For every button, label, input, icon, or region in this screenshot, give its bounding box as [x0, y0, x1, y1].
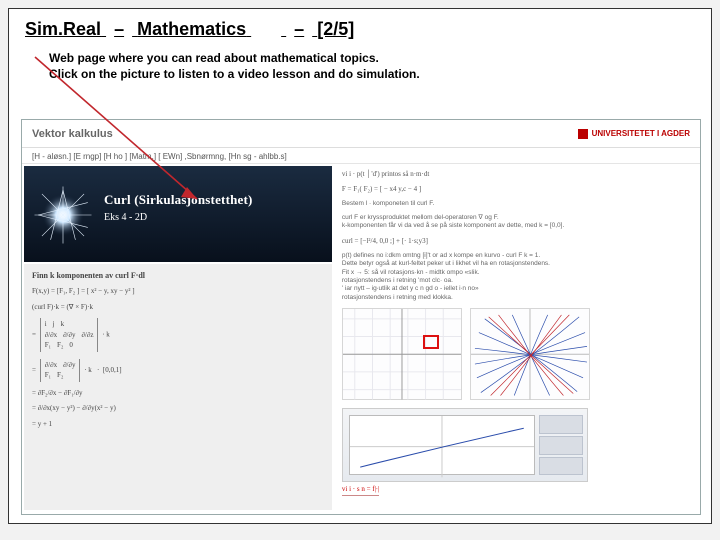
university-logo: UNIVERSITETET I AGDER	[578, 129, 690, 139]
formula-header: Finn k komponenten av curl F⋅dl	[32, 270, 324, 282]
sim-control-slot[interactable]	[539, 415, 583, 434]
desc-line: Click on the picture to listen to a vide…	[49, 66, 671, 82]
paragraph: curl F er kryssproduktet mellom del-oper…	[342, 214, 692, 231]
breadcrumb[interactable]: [H - aløsn.] [E rngp] [H ho ] [Matm.] [ …	[22, 148, 700, 164]
video-thumbnail[interactable]: Curl (Sirkulasjonstetthet) Eks 4 - 2D	[24, 166, 332, 262]
sim-control-slot[interactable]	[539, 436, 583, 455]
slide-title: Sim.Real – Mathematics – [2/5]	[9, 9, 711, 44]
plot-field-lines[interactable]	[470, 308, 590, 400]
sim-control-slot[interactable]	[539, 457, 583, 476]
formula-line: (curl F)·k = (∇ × F)·k	[32, 302, 324, 313]
dash: –	[106, 19, 132, 39]
slide-frame: Sim.Real – Mathematics – [2/5] Web page …	[8, 8, 712, 524]
dash: –	[286, 19, 312, 39]
sim-caption: vi i · s n = f|∙|	[342, 485, 379, 496]
formula-line: = ∂F₂/∂x − ∂F₁/∂y	[32, 388, 324, 399]
desc-line: Web page where you can read about mathem…	[49, 50, 671, 66]
simulation-widget[interactable]	[342, 408, 588, 482]
video-title: Curl (Sirkulasjonstetthet)	[104, 192, 253, 208]
formula-matrix: = ijk ∂/∂x∂/∂y∂/∂z F₁F₂0 · k	[32, 317, 324, 353]
formula-line: = ∂/∂x(xy − y²) − ∂/∂y(x² − y)	[32, 403, 324, 414]
page-title: Vektor kalkulus	[32, 128, 113, 140]
equation: F = F₁( F₂) = [ − x4 y,c − 4 ]	[342, 185, 692, 195]
title-suffix: [2/5]	[317, 19, 354, 39]
equation: curl = [−l²/4, 0,0 ;] + [· 1·s;y3]	[342, 237, 692, 247]
logo-mark-icon	[578, 129, 588, 139]
title-prefix: Sim.Real	[25, 19, 101, 39]
equation: vi i · p(t │'d') printos så n·m·dt	[342, 170, 692, 180]
formula-line: F(x,y) = [F₁, F₂ ] = [ x² − y, xy − y² ]	[32, 286, 324, 297]
star-icon	[32, 184, 94, 246]
paragraph: Bestem l · komponeten til curl F.	[342, 200, 692, 208]
title-mid: Mathematics	[137, 19, 246, 39]
plot-row	[342, 308, 692, 400]
plot-vector-field[interactable]	[342, 308, 462, 400]
page-body: Curl (Sirkulasjonstetthet) Eks 4 - 2D Fi…	[22, 164, 700, 512]
formula-matrix: = ∂/∂x∂/∂y F₁F₂ · k · [0,0,1]	[32, 358, 324, 383]
right-column: vi i · p(t │'d') printos så n·m·dt F = F…	[334, 164, 700, 512]
formula-line: = y + 1	[32, 419, 324, 430]
formula-panel: Finn k komponenten av curl F⋅dl F(x,y) =…	[24, 264, 332, 510]
video-subtitle: Eks 4 - 2D	[104, 212, 147, 223]
left-column: Curl (Sirkulasjonstetthet) Eks 4 - 2D Fi…	[22, 164, 334, 512]
embedded-webpage[interactable]: Vektor kalkulus UNIVERSITETET I AGDER [H…	[21, 119, 701, 515]
university-name: UNIVERSITETET I AGDER	[592, 129, 690, 138]
paragraph: p(t) defines no i:dkm omtng [i]'t or ad …	[342, 252, 692, 303]
page-header: Vektor kalkulus UNIVERSITETET I AGDER	[22, 120, 700, 148]
sim-controls[interactable]	[539, 415, 583, 475]
sim-canvas	[349, 415, 535, 475]
slide-description: Web page where you can read about mathem…	[9, 44, 711, 88]
selection-box-icon	[423, 335, 439, 349]
